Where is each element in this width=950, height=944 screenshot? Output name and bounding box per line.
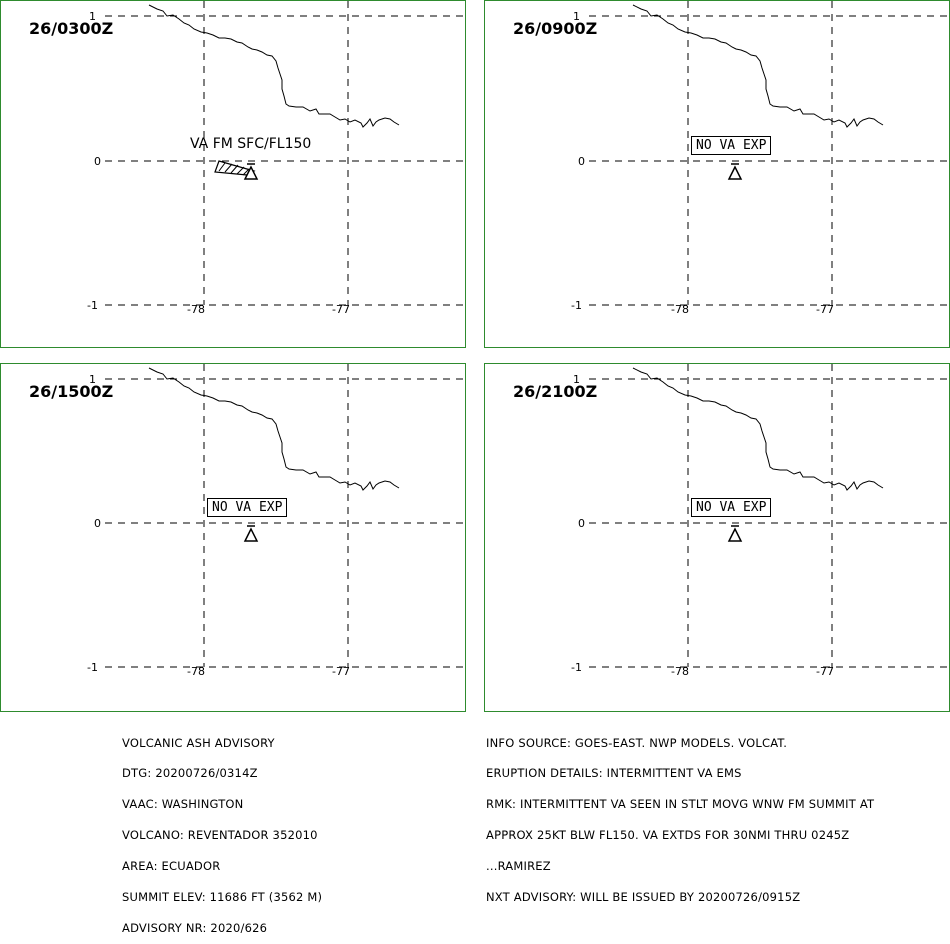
advisory-line: VAAC: WASHINGTON (122, 797, 244, 812)
advisory-line: SUMMIT ELEV: 11686 FT (3562 M) (122, 890, 323, 905)
advisory-line: INFO SOURCE: GOES-EAST. NWP MODELS. VOLC… (486, 735, 788, 750)
svg-text:-78: -78 (671, 665, 689, 678)
svg-text:0: 0 (578, 517, 585, 530)
volcano-icon (727, 163, 743, 180)
panel-time: 26/0900Z (513, 19, 598, 38)
no-va-label: NO VA EXP (691, 136, 772, 155)
svg-text:-77: -77 (332, 665, 350, 678)
advisory-line: RMK: INTERMITTENT VA SEEN IN STLT MOVG W… (486, 797, 875, 812)
svg-text:-77: -77 (332, 303, 350, 316)
advisory-line: VOLCANIC ASH ADVISORY (122, 735, 275, 750)
map-panel-0300z: 1 0 -1 -78 -77 26/0300Z VA FM SFC/FL150 (0, 0, 466, 348)
advisory-line: DTG: 20200726/0314Z (122, 766, 258, 781)
svg-text:-1: -1 (571, 661, 582, 674)
svg-text:0: 0 (94, 517, 101, 530)
map-0900z: 1 0 -1 -78 -77 (571, 1, 949, 316)
coastline (148, 367, 400, 491)
advisory-line: VOLCANO: REVENTADOR 352010 (122, 828, 318, 843)
svg-text:-1: -1 (571, 299, 582, 312)
volcano-icon (727, 525, 743, 542)
svg-text:-1: -1 (87, 661, 98, 674)
map-0300z: 1 0 -1 -78 -77 (87, 1, 465, 316)
map-panel-1500z: 1 0 -1 -78 -77 26/1500Z NO VA EXP (0, 363, 466, 712)
svg-text:0: 0 (94, 155, 101, 168)
advisory-line: ERUPTION DETAILS: INTERMITTENT VA EMS (486, 766, 742, 781)
panel-time: 26/2100Z (513, 382, 598, 401)
svg-text:1: 1 (573, 373, 580, 386)
volcano-icon (243, 525, 259, 542)
svg-text:1: 1 (573, 10, 580, 23)
svg-text:-77: -77 (816, 303, 834, 316)
no-va-label: NO VA EXP (207, 498, 288, 517)
svg-text:1: 1 (89, 373, 96, 386)
no-va-label: NO VA EXP (691, 498, 772, 517)
volcano-icon (243, 163, 259, 180)
advisory-line: ADVISORY NR: 2020/626 (122, 920, 268, 935)
ash-plume (214, 160, 256, 176)
svg-text:0: 0 (578, 155, 585, 168)
advisory-line: AREA: ECUADOR (122, 859, 221, 874)
svg-text:-78: -78 (671, 303, 689, 316)
map-panel-0900z: 1 0 -1 -78 -77 26/0900Z NO VA EXP (484, 0, 950, 348)
coastline (148, 4, 400, 128)
map-2100z: 1 0 -1 -78 -77 (571, 364, 949, 678)
advisory-line: APPROX 25KT BLW FL150. VA EXTDS FOR 30NM… (486, 828, 850, 843)
svg-text:-77: -77 (816, 665, 834, 678)
advisory-header: VOLCANIC ASH ADVISORY DTG: 20200726/0314… (122, 717, 322, 944)
svg-text:-78: -78 (187, 303, 205, 316)
svg-text:1: 1 (89, 10, 96, 23)
panel-time: 26/1500Z (29, 382, 114, 401)
advisory-line: NXT ADVISORY: WILL BE ISSUED BY 20200726… (486, 890, 801, 905)
svg-text:-1: -1 (87, 299, 98, 312)
map-panel-2100z: 1 0 -1 -78 -77 26/2100Z NO VA EXP (484, 363, 950, 712)
coastline (632, 4, 884, 128)
advisory-details: INFO SOURCE: GOES-EAST. NWP MODELS. VOLC… (486, 717, 874, 913)
map-1500z: 1 0 -1 -78 -77 (87, 364, 465, 678)
svg-text:-78: -78 (187, 665, 205, 678)
panel-time: 26/0300Z (29, 19, 114, 38)
ash-label: VA FM SFC/FL150 (190, 136, 312, 152)
coastline (632, 367, 884, 491)
advisory-line: ...RAMIREZ (486, 859, 551, 874)
